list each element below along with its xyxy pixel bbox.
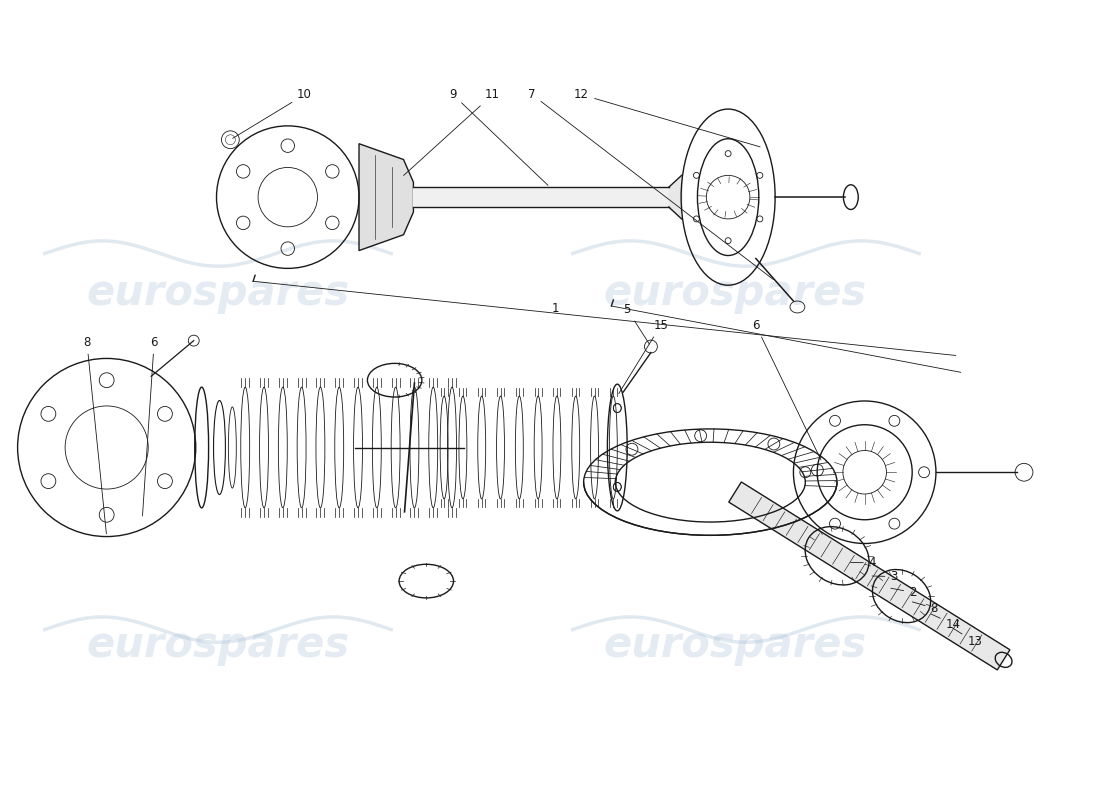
Text: eurospares: eurospares [87,625,350,666]
Text: 11: 11 [404,88,500,175]
Text: 4: 4 [850,556,877,570]
Text: 10: 10 [233,88,312,138]
Text: 6: 6 [143,335,158,516]
Text: 5: 5 [624,303,649,344]
Text: 9: 9 [449,88,548,186]
Text: 6: 6 [752,318,821,460]
Text: 15: 15 [618,318,669,394]
Text: 12: 12 [574,88,760,147]
Text: 8: 8 [84,335,107,534]
Text: eurospares: eurospares [87,272,350,314]
Text: 7: 7 [528,88,773,279]
Text: 1: 1 [551,302,559,315]
Text: 2: 2 [891,586,916,599]
Polygon shape [359,144,414,250]
Text: 8: 8 [912,602,938,614]
Polygon shape [729,482,1010,670]
Text: 13: 13 [953,628,982,649]
Text: eurospares: eurospares [604,625,867,666]
Text: 14: 14 [931,614,960,630]
Text: 3: 3 [872,570,898,583]
Text: eurospares: eurospares [604,272,867,314]
